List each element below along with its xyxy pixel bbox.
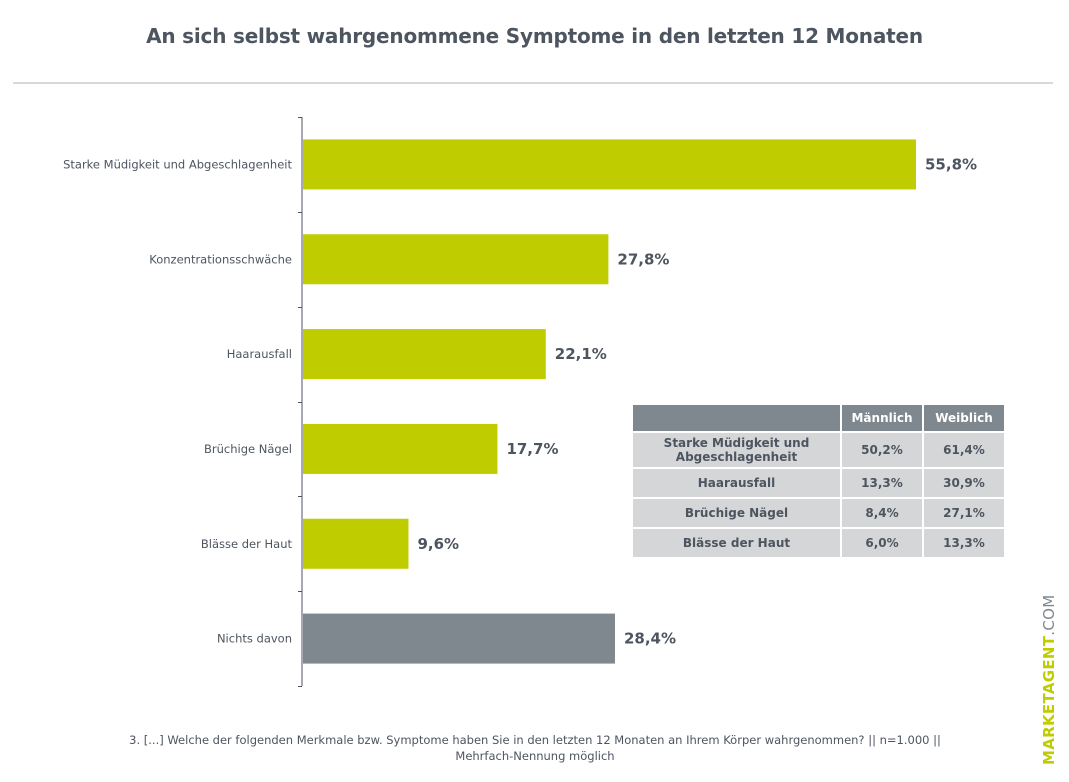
category-label: Brüchige Nägel <box>204 442 292 456</box>
value-label: 22,1% <box>555 345 607 363</box>
table-row: Brüchige Nägel 8,4% 27,1% <box>633 499 1004 527</box>
table-cell-male: 13,3% <box>842 469 922 497</box>
table-header-row: Männlich Weiblich <box>633 405 1004 431</box>
category-label: Haarausfall <box>227 347 292 361</box>
table-cell-symptom: Starke Müdigkeit und Abgeschlagenheit <box>633 433 840 467</box>
brand-logo: MARKETAGENT.COM <box>1040 595 1058 765</box>
brand-suffix: .COM <box>1040 594 1058 636</box>
bar <box>303 234 609 285</box>
title-divider <box>13 82 1053 84</box>
table-cell-symptom: Blässe der Haut <box>633 529 840 557</box>
footnote-note: Mehrfach-Nennung möglich <box>455 749 615 763</box>
category-label: Blässe der Haut <box>201 537 293 551</box>
table-header-male: Männlich <box>842 405 922 431</box>
table-header-blank <box>633 405 840 431</box>
category-label: Starke Müdigkeit und Abgeschlagenheit <box>63 157 292 171</box>
value-label: 28,4% <box>624 630 676 648</box>
table-cell-female: 61,4% <box>924 433 1004 467</box>
value-label: 27,8% <box>617 250 669 268</box>
bar <box>303 423 498 474</box>
footnote: 3. [...] Welche der folgenden Merkmale b… <box>40 732 1030 764</box>
gender-breakdown-table: Männlich Weiblich Starke Müdigkeit und A… <box>631 403 1006 559</box>
table-row: Blässe der Haut 6,0% 13,3% <box>633 529 1004 557</box>
footnote-question: 3. [...] Welche der folgenden Merkmale b… <box>129 733 941 747</box>
category-label: Konzentrationsschwäche <box>149 252 292 266</box>
brand-name: MARKETAGENT <box>1040 635 1058 765</box>
table-cell-male: 8,4% <box>842 499 922 527</box>
table-cell-female: 13,3% <box>924 529 1004 557</box>
value-label: 55,8% <box>925 155 977 173</box>
value-label: 17,7% <box>506 440 558 458</box>
table-cell-female: 27,1% <box>924 499 1004 527</box>
table-row: Starke Müdigkeit und Abgeschlagenheit 50… <box>633 433 1004 467</box>
category-label: Nichts davon <box>217 632 292 646</box>
chart-title: An sich selbst wahrgenommene Symptome in… <box>146 24 923 48</box>
bar <box>303 139 916 190</box>
bar <box>303 518 409 569</box>
bar <box>303 329 546 380</box>
table-header-female: Weiblich <box>924 405 1004 431</box>
table-cell-symptom: Brüchige Nägel <box>633 499 840 527</box>
bar <box>303 613 615 664</box>
table-row: Haarausfall 13,3% 30,9% <box>633 469 1004 497</box>
table-cell-male: 50,2% <box>842 433 922 467</box>
table-cell-symptom: Haarausfall <box>633 469 840 497</box>
value-label: 9,6% <box>417 535 459 553</box>
table-cell-female: 30,9% <box>924 469 1004 497</box>
table-cell-male: 6,0% <box>842 529 922 557</box>
